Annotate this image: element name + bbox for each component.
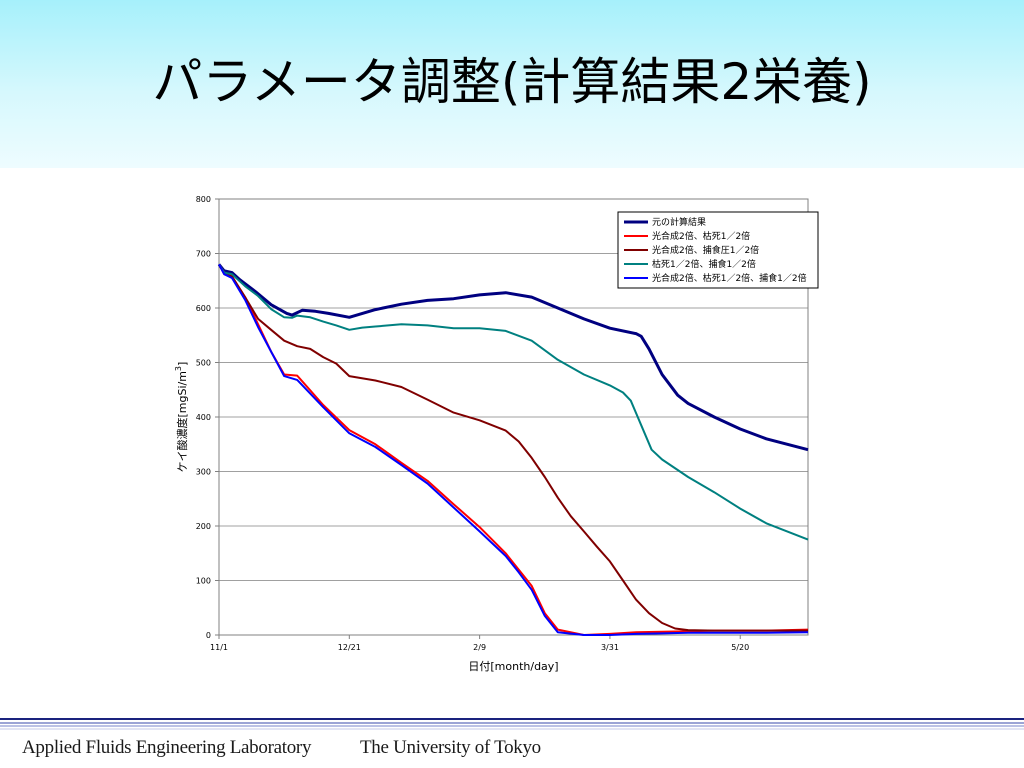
y-axis-label: ケイ酸濃度[mgSi/m3] xyxy=(174,362,189,473)
x-axis-label: 日付[month/day] xyxy=(468,660,558,673)
legend: 元の計算結果光合成2倍、枯死1／2倍光合成2倍、捕食圧1／2倍枯死1／2倍、捕食… xyxy=(617,211,819,289)
y-tick-label: 800 xyxy=(196,195,211,204)
chart-container: 0 100 200 300 400 500 600 700 800 11/1 12/21 2/9 3/3… xyxy=(160,186,840,686)
series-line-1 xyxy=(217,263,809,452)
y-tick-label: 300 xyxy=(196,468,211,477)
slide-title: パラメータ調整(計算結果2栄養) xyxy=(152,53,872,111)
y-axis-label-main: ケイ酸濃度[mgSi/m xyxy=(175,371,189,472)
series-line-4 xyxy=(218,263,809,541)
x-tick-label: 5/20 xyxy=(731,643,749,652)
footer-lab-name: Applied Fluids Engineering Laboratory xyxy=(22,737,312,758)
y-axis-label-sup: 3 xyxy=(174,366,183,371)
y-tick-label: 100 xyxy=(196,577,211,586)
title-banner xyxy=(0,0,1024,168)
line-chart: 0 100 200 300 400 500 600 700 800 11/1 12/21 2/9 3/3… xyxy=(174,195,819,673)
legend-box xyxy=(617,211,819,289)
legend-label: 枯死1／2倍、捕食1／2倍 xyxy=(652,258,756,270)
x-tick-label: 3/31 xyxy=(601,643,619,652)
series-line-2 xyxy=(218,263,809,636)
tick-layer: 0 100 200 300 400 500 600 700 800 11/1 12/21 2/9 3/3… xyxy=(196,195,750,652)
x-tick-label: 12/21 xyxy=(338,643,361,652)
x-tick-label: 2/9 xyxy=(473,643,486,652)
y-tick-label: 200 xyxy=(196,522,211,531)
y-tick-label: 400 xyxy=(196,413,211,422)
legend-label: 元の計算結果 xyxy=(652,216,706,228)
grid-layer xyxy=(219,253,808,581)
legend-label: 光合成2倍、枯死1／2倍、捕食1／2倍 xyxy=(652,272,807,284)
y-tick-label: 0 xyxy=(206,631,211,640)
series-layer xyxy=(217,263,809,636)
y-tick-label: 600 xyxy=(196,304,211,313)
series-line-5 xyxy=(218,263,809,636)
y-tick-label: 700 xyxy=(196,250,211,259)
legend-label: 光合成2倍、捕食圧1／2倍 xyxy=(652,244,759,256)
footer-university: The University of Tokyo xyxy=(360,737,541,758)
y-tick-label: 500 xyxy=(196,359,211,368)
footer-divider xyxy=(0,718,1024,730)
x-tick-label: 11/1 xyxy=(210,643,228,652)
series-line-3 xyxy=(218,263,808,632)
legend-label: 光合成2倍、枯死1／2倍 xyxy=(652,230,750,242)
y-axis-label-end: ] xyxy=(176,362,189,366)
